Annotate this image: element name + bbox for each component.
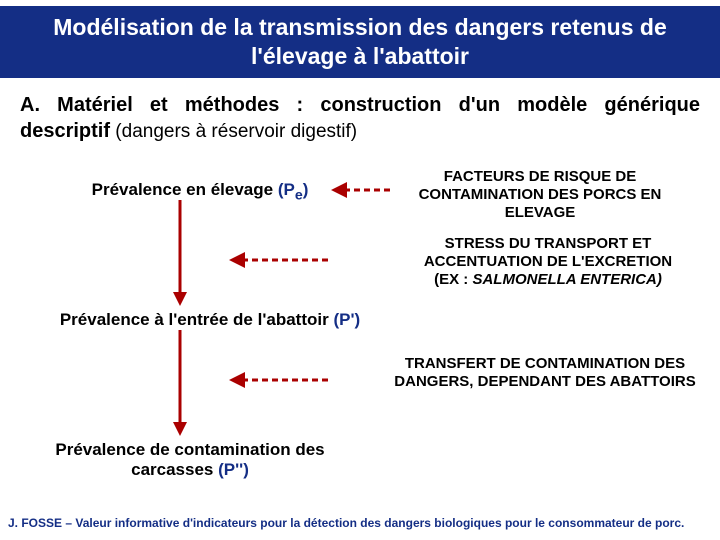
note-2-l1: STRESS DU TRANSPORT ET (445, 235, 652, 252)
stage-1: Prévalence en élevage (Pe) (70, 180, 330, 204)
note-1-text: FACTEURS DE RISQUE DE CONTAMINATION DES … (419, 168, 662, 221)
title-bar: Modélisation de la transmission des dang… (0, 6, 720, 78)
subtitle: A. Matériel et méthodes : construction d… (20, 92, 700, 145)
title-text: Modélisation de la transmission des dang… (30, 13, 690, 71)
stage-1-text: Prévalence en élevage (92, 180, 278, 199)
note-2-l3a: (EX : (434, 271, 472, 288)
stage-1-param-open: (P (278, 180, 295, 199)
note-3: TRANSFERT DE CONTAMINATION DES DANGERS, … (390, 355, 700, 391)
arrow-v2 (165, 330, 195, 446)
arrow-h2 (229, 245, 335, 275)
note-1: FACTEURS DE RISQUE DE CONTAMINATION DES … (390, 168, 690, 222)
stage-2-param: (P') (333, 310, 360, 329)
note-2-l3b: SALMONELLA ENTERICA) (472, 271, 661, 288)
subtitle-light: (dangers à réservoir digestif) (110, 121, 357, 142)
stage-3-l2: carcasses (131, 460, 218, 479)
stage-1-param-sub: e (295, 187, 303, 203)
note-2-l2: ACCENTUATION DE L'EXCRETION (424, 253, 672, 270)
arrow-h3 (229, 365, 335, 395)
stage-2: Prévalence à l'entrée de l'abattoir (P') (20, 310, 400, 330)
arrow-v1 (165, 200, 195, 316)
arrow-h1 (331, 175, 397, 205)
stage-1-param-close: ) (303, 180, 309, 199)
note-3-text: TRANSFERT DE CONTAMINATION DES DANGERS, … (394, 355, 695, 390)
note-2: STRESS DU TRANSPORT ET ACCENTUATION DE L… (398, 235, 698, 289)
stage-2-text: Prévalence à l'entrée de l'abattoir (60, 310, 334, 329)
footer-text: J. FOSSE – Valeur informative d'indicate… (8, 516, 684, 530)
stage-3-param: (P'') (218, 460, 249, 479)
footer: J. FOSSE – Valeur informative d'indicate… (8, 516, 712, 530)
slide: Modélisation de la transmission des dang… (0, 0, 720, 540)
